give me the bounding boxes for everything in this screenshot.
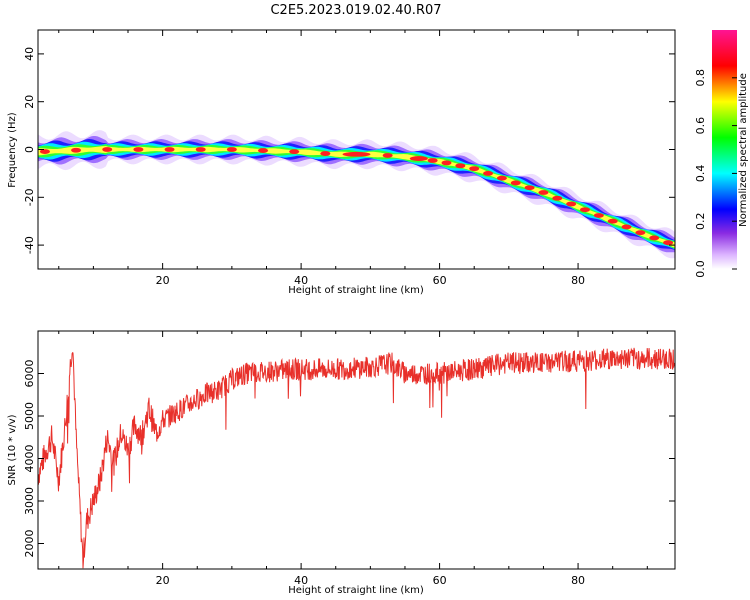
colorbar-tick-label: 0.2 (694, 212, 707, 230)
snr-x-tick-label: 20 (156, 574, 170, 587)
colorbar-label: Normalized spectral amplitude (738, 73, 749, 227)
ridge-peak (552, 195, 563, 201)
ridge-peak (409, 156, 428, 161)
snr-y-tick-label: 5000 (23, 402, 36, 430)
spectrogram-y-tick-label: 0 (23, 146, 36, 153)
colorbar-gradient (712, 30, 737, 269)
ridge-peak (342, 151, 371, 157)
ridge-peak (258, 148, 269, 153)
ridge-band (38, 144, 675, 250)
ridge-peak (538, 190, 549, 195)
ridge-peak (133, 147, 144, 152)
spectrogram-x-label: Height of straight line (km) (288, 285, 424, 296)
snr-x-axis: 20 40 60 80 (58, 331, 648, 587)
spectrogram-y-tick-label: -20 (23, 188, 36, 206)
ridge-peak (289, 149, 300, 155)
colorbar-tick-label: 0.4 (694, 165, 707, 183)
spectrogram-y-tick-label: -40 (23, 236, 36, 254)
ridge-peak (382, 153, 393, 158)
colorbar-tick-label: 0.6 (694, 117, 707, 135)
ridge-peak (579, 207, 590, 213)
spectrogram-x-axis: 20 40 60 80 (58, 30, 648, 287)
ridge-peak (441, 160, 452, 166)
snr-y-tick-label: 3000 (23, 487, 36, 515)
ridge-peak (566, 201, 577, 207)
spectrogram-y-axis: 40 20 0 -20 -40 (23, 47, 675, 254)
ridge-peak (524, 185, 535, 191)
ridge-peak (621, 224, 632, 230)
colorbar-tick-label: 0.8 (694, 69, 707, 87)
ridge-peak (226, 147, 237, 152)
snr-y-tick-label: 4000 (23, 445, 36, 473)
ridge-peak (71, 147, 82, 153)
spectrogram-x-tick-label: 20 (156, 274, 170, 287)
spectrogram-panel: 20 40 60 80 40 20 0 -20 -40 Height of straight … (7, 29, 676, 296)
colorbar-ticks: 0.0 0.2 0.4 0.6 0.8 (694, 69, 737, 278)
snr-series-line (38, 347, 675, 569)
ridge-peak (635, 230, 646, 236)
spectrogram-y-tick-label: 40 (23, 47, 36, 61)
snr-frame (37, 330, 676, 570)
ridge-peak (455, 163, 466, 169)
spectral-ridge (38, 130, 675, 259)
ridge-peak (483, 171, 494, 176)
spectrogram-x-tick-label: 60 (433, 274, 447, 287)
figure-title: C2E5.2023.019.02.40.R07 (270, 3, 441, 18)
spectrogram-x-tick-label: 40 (294, 274, 308, 287)
snr-y-tick-label: 2000 (23, 530, 36, 558)
snr-y-tick-label: 6000 (23, 360, 36, 388)
snr-x-tick-label: 60 (433, 574, 447, 587)
ridge-peak (39, 149, 50, 154)
snr-x-label: Height of straight line (km) (288, 585, 424, 596)
ridge-peak (607, 218, 618, 224)
ridge-peak (469, 166, 480, 172)
ridge-peak (164, 147, 175, 152)
ridge-peak (427, 158, 438, 163)
spectrogram-y-label: Frequency (Hz) (7, 112, 18, 188)
colorbar: 0.0 0.2 0.4 0.6 0.8 Normalized spectral ampl… (694, 30, 749, 278)
ridge-peak (510, 180, 521, 186)
ridge-peak (593, 213, 604, 218)
snr-y-axis: 2000 3000 4000 5000 6000 (23, 360, 675, 558)
ridge-band (38, 130, 675, 259)
snr-panel: 20 40 60 80 2000 3000 4000 5000 6000 Height of … (7, 330, 676, 596)
spectrogram-x-tick-label: 80 (571, 274, 585, 287)
colorbar-tick-label: 0.0 (694, 260, 707, 278)
snr-x-tick-label: 80 (571, 574, 585, 587)
ridge-peak (102, 147, 113, 152)
snr-plot-area (38, 347, 675, 569)
ridge-peak (320, 151, 331, 156)
spectrogram-y-tick-label: 20 (23, 95, 36, 109)
ridge-peak (663, 240, 674, 246)
ridge-peak (649, 235, 660, 241)
snr-y-label: SNR (10 * v/v) (7, 414, 18, 485)
ridge-peak (195, 147, 206, 152)
snr-x-tick-label: 40 (294, 574, 308, 587)
ridge-peak (496, 175, 507, 181)
